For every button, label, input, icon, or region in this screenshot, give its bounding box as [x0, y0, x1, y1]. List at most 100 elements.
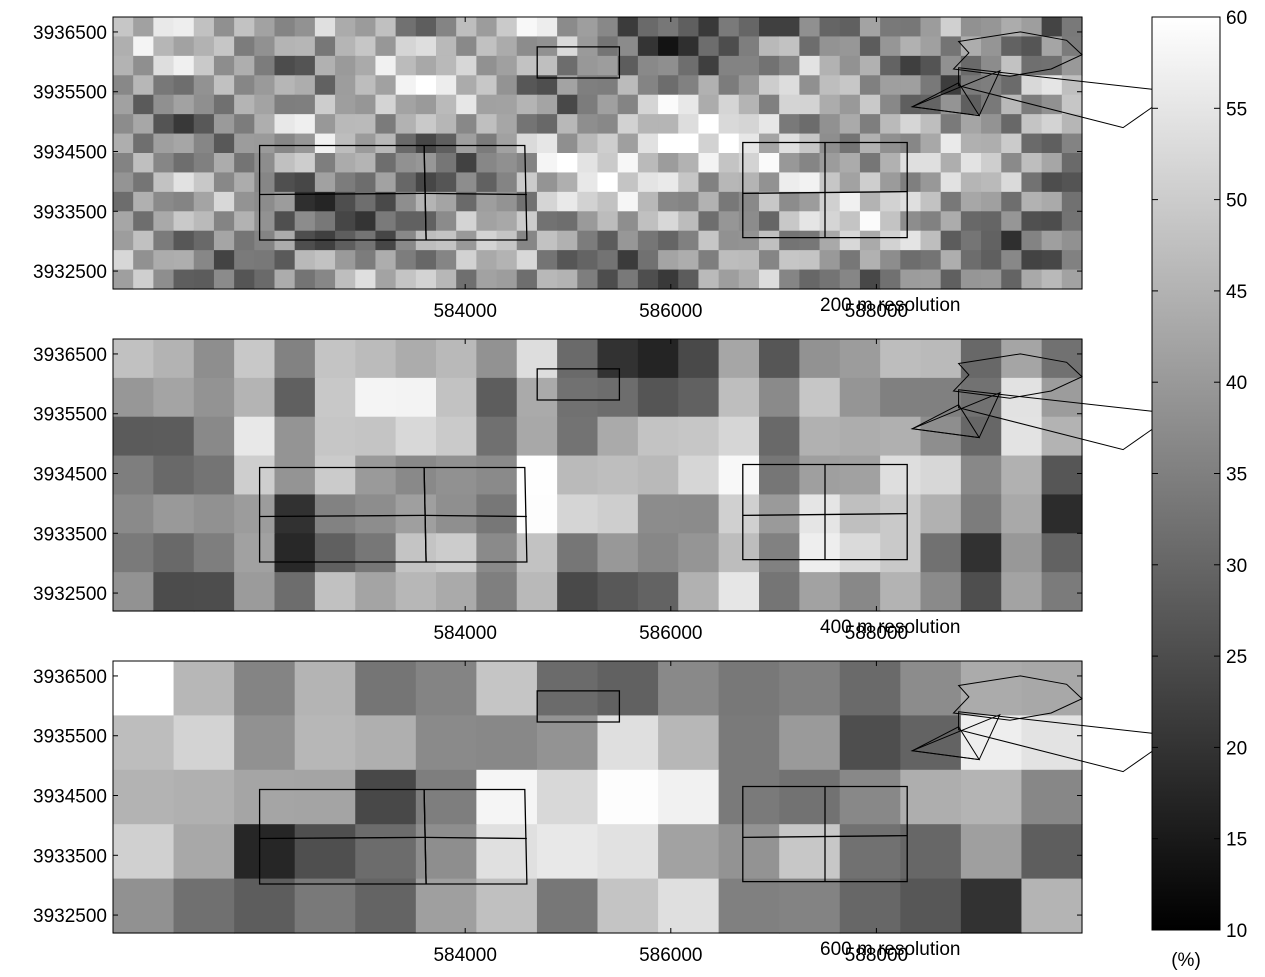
- heatmap-cell: [274, 55, 296, 76]
- heatmap-cell: [819, 191, 841, 212]
- heatmap-cell: [254, 250, 276, 271]
- heatmap-cell: [940, 133, 962, 154]
- heatmap-cell: [637, 55, 659, 76]
- heatmap-cell: [617, 153, 639, 174]
- heatmap-cell: [375, 133, 397, 154]
- heatmap-cell: [617, 250, 639, 271]
- heatmap-cell: [173, 17, 195, 38]
- heatmap-cell: [1061, 211, 1083, 232]
- heatmap-cell: [536, 153, 558, 174]
- heatmap-cell: [759, 75, 780, 96]
- heatmap-cell: [859, 17, 881, 38]
- heatmap-cell: [577, 17, 599, 38]
- heatmap-cell: [718, 715, 780, 771]
- heatmap-cell: [799, 230, 821, 251]
- heatmap-cell: [880, 75, 901, 96]
- heatmap-cell: [637, 250, 659, 271]
- heatmap-cell: [779, 715, 841, 771]
- heatmap-cell: [133, 133, 154, 154]
- heatmap-cell: [658, 878, 720, 934]
- heatmap-cell: [678, 377, 720, 418]
- colorbar-gradient: [1151, 16, 1221, 931]
- heatmap-cell: [658, 715, 720, 771]
- heatmap-cell: [173, 269, 195, 290]
- heatmap-cell: [1021, 55, 1043, 76]
- heatmap-cell: [314, 114, 336, 135]
- heatmap-cell: [193, 339, 235, 379]
- heatmap-cell: [516, 75, 538, 96]
- heatmap-cell: [133, 17, 154, 38]
- heatmap-cell: [960, 114, 982, 135]
- heatmap-cell: [1001, 269, 1023, 290]
- heatmap-cell: [577, 191, 599, 212]
- heatmap-cell: [436, 572, 477, 612]
- heatmap-cell: [557, 230, 578, 251]
- heatmap-cell: [436, 494, 477, 534]
- panel-resolution-label: 200 m resolution: [820, 295, 960, 316]
- heatmap-cell: [415, 17, 437, 38]
- heatmap-cell: [436, 339, 477, 379]
- heatmap-cell: [375, 55, 397, 76]
- heatmap-cell: [436, 114, 457, 135]
- heatmap-cell: [658, 269, 679, 290]
- heatmap-cell: [193, 494, 235, 534]
- heatmap-cell: [718, 377, 760, 418]
- heatmap-cell: [1021, 114, 1043, 135]
- heatmap-cell: [476, 269, 498, 290]
- heatmap-cell: [476, 824, 538, 880]
- heatmap-cell: [819, 75, 841, 96]
- heatmap-cell: [920, 172, 942, 193]
- heatmap-cell: [738, 153, 760, 174]
- heatmap-cell: [193, 191, 215, 212]
- heatmap-cell: [738, 230, 760, 251]
- heatmap-cell: [314, 191, 336, 212]
- heatmap-cell: [839, 824, 901, 880]
- heatmap-cell: [213, 250, 235, 271]
- heatmap-cell: [173, 250, 195, 271]
- heatmap-cell: [1041, 416, 1083, 457]
- heatmap-cell: [1061, 75, 1083, 96]
- heatmap-cell: [597, 114, 619, 135]
- heatmap-cell: [516, 114, 538, 135]
- y-tick-label: 3936500: [33, 23, 107, 44]
- heatmap-cell: [819, 230, 841, 251]
- heatmap-cell: [1001, 230, 1023, 251]
- heatmap-cell: [395, 455, 437, 496]
- heatmap-cell: [516, 172, 538, 193]
- heatmap-cell: [476, 133, 498, 154]
- heatmap-cell: [294, 191, 316, 212]
- heatmap-cell: [436, 55, 457, 76]
- heatmap-cell: [819, 211, 841, 232]
- heatmap-cell: [415, 191, 437, 212]
- heatmap-cell: [799, 533, 841, 573]
- heatmap-cell: [113, 172, 134, 193]
- heatmap-cell: [859, 191, 881, 212]
- heatmap-cell: [759, 533, 800, 573]
- heatmap-cell: [759, 55, 780, 76]
- heatmap-cell: [476, 75, 498, 96]
- heatmap-cell: [557, 94, 578, 115]
- heatmap-cell: [678, 191, 700, 212]
- field-boundary: [910, 82, 981, 117]
- heatmap-cell: [314, 250, 336, 271]
- heatmap-cell: [153, 455, 195, 496]
- heatmap-cell: [1041, 211, 1063, 232]
- heatmap-cell: [799, 269, 821, 290]
- heatmap-cell: [153, 172, 175, 193]
- heatmap-cell: [395, 230, 417, 251]
- heatmap-cell: [536, 230, 558, 251]
- heatmap-cell: [960, 533, 1002, 573]
- heatmap-cell: [1001, 533, 1043, 573]
- heatmap-cell: [597, 824, 659, 880]
- heatmap-cell: [355, 661, 417, 716]
- heatmap-cell: [577, 94, 599, 115]
- heatmap-cell: [456, 36, 477, 57]
- heatmap-cell: [738, 133, 760, 154]
- heatmap-cell: [940, 172, 962, 193]
- heatmap-cell: [839, 17, 861, 38]
- heatmap-cell: [617, 269, 639, 290]
- heatmap-cell: [193, 269, 215, 290]
- heatmap-cell: [294, 769, 356, 825]
- heatmap-cell: [637, 269, 659, 290]
